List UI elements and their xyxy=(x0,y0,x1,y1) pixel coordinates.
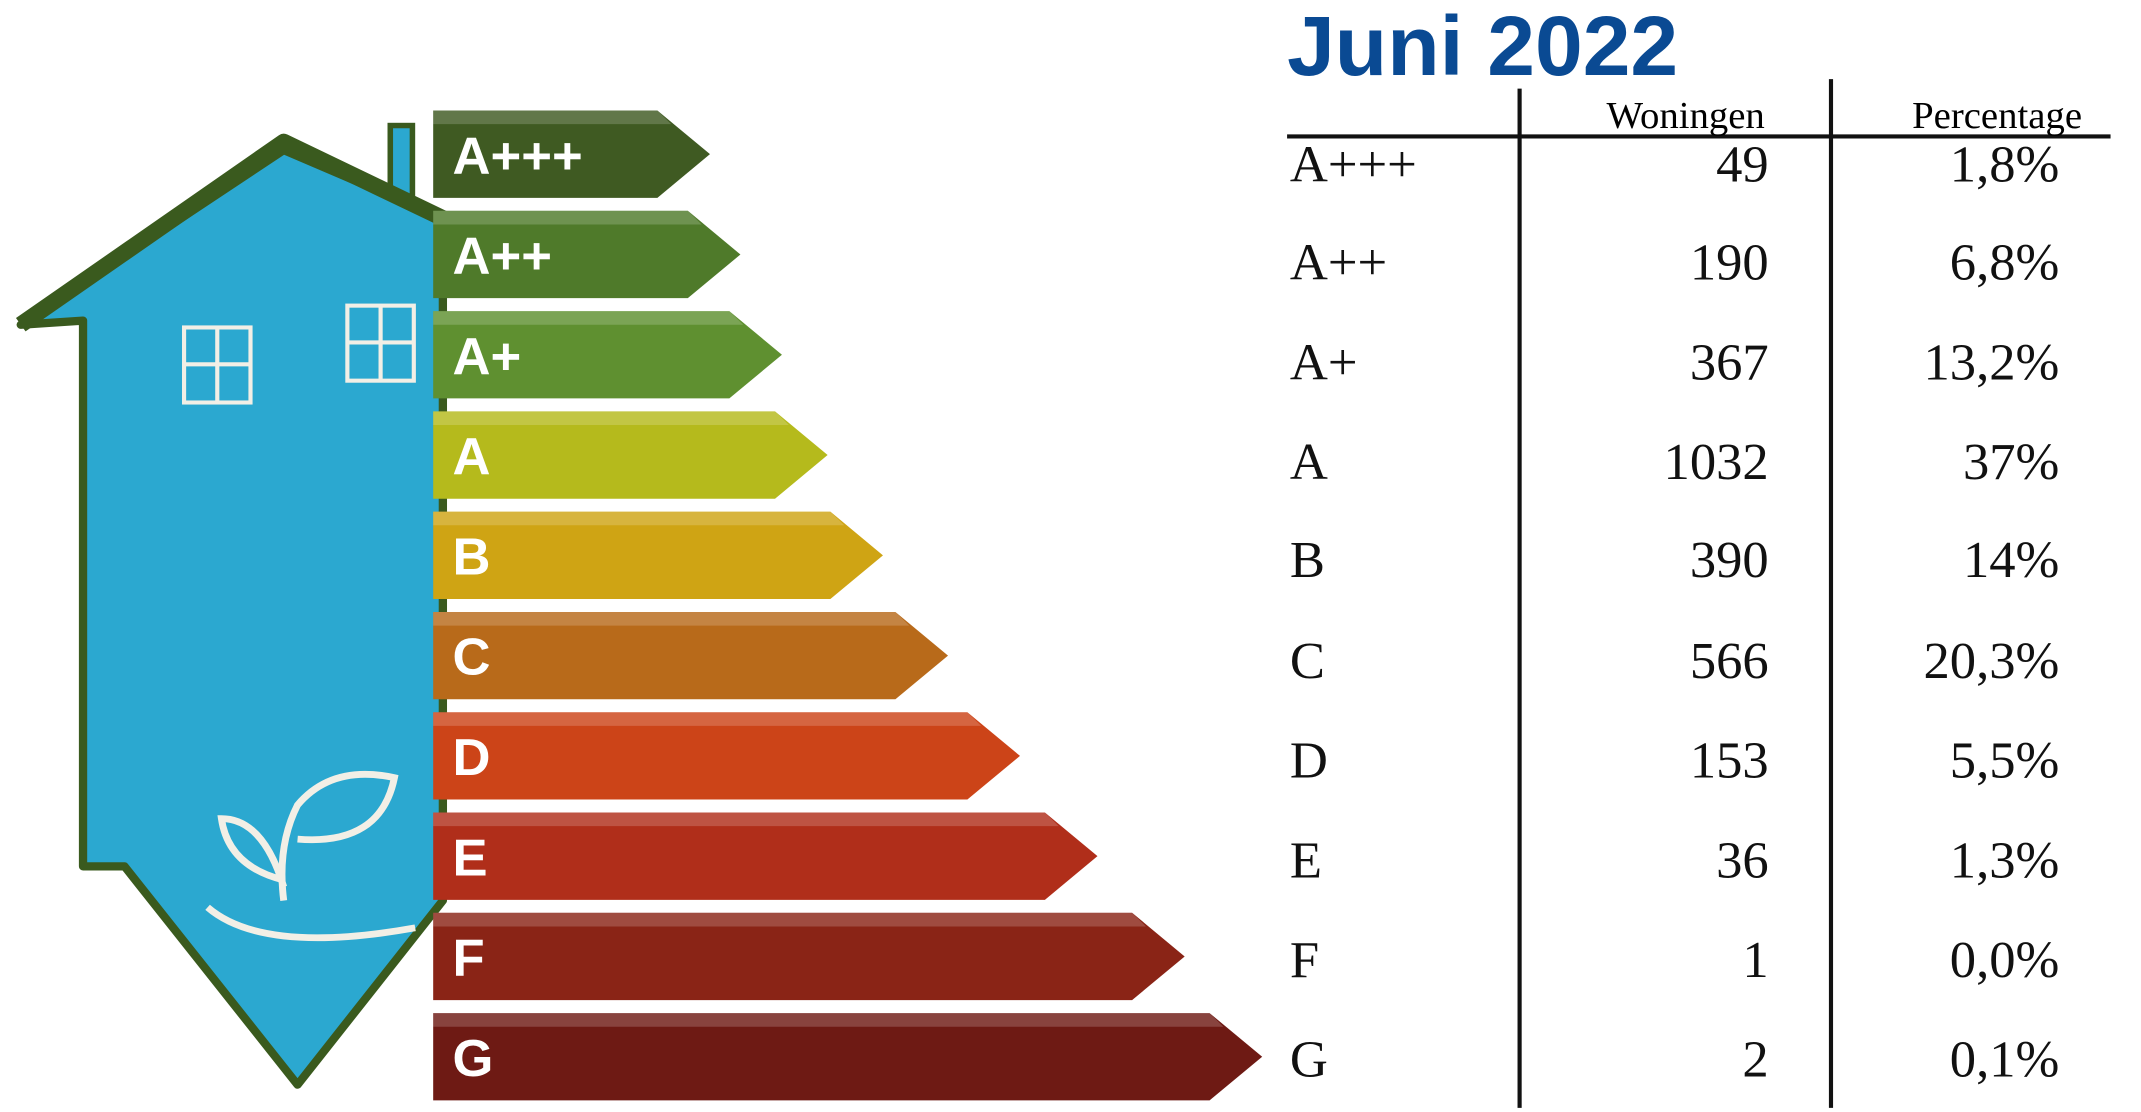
row-label: A++ xyxy=(1290,234,1387,292)
percentage-cell: 1,8% xyxy=(1950,136,2060,194)
column-header: Woningen xyxy=(1607,95,1765,137)
percentage-cell: 13,2% xyxy=(1923,334,2059,392)
arrow-highlight xyxy=(433,110,672,125)
woningen-cell: 1032 xyxy=(1664,433,1769,491)
percentage-cell: 0,0% xyxy=(1950,931,2060,989)
house-illustration xyxy=(15,122,448,1089)
woningen-cell: 566 xyxy=(1690,632,1769,690)
woningen-cell: 190 xyxy=(1690,234,1769,292)
arrow-label: A+ xyxy=(453,328,522,386)
arrow-label: C xyxy=(453,629,491,687)
row-label: C xyxy=(1290,632,1325,690)
arrow-label: G xyxy=(453,1030,494,1088)
arrow-highlight xyxy=(433,812,1059,827)
woningen-cell: 2 xyxy=(1742,1031,1768,1089)
arrow-highlight xyxy=(433,411,789,426)
woningen-cell: 367 xyxy=(1690,334,1769,392)
percentage-cell: 1,3% xyxy=(1950,832,2060,890)
arrow-highlight xyxy=(433,912,1146,927)
row-label: B xyxy=(1290,531,1325,589)
percentage-cell: 37% xyxy=(1963,433,2059,491)
arrow-label: E xyxy=(453,830,488,888)
percentage-cell: 0,1% xyxy=(1950,1031,2060,1089)
woningen-cell: 390 xyxy=(1690,531,1769,589)
table-rows: A+++ 49 1,8% A++ 190 6,8% A+ 367 13,2% A 1032 37% B 3… xyxy=(1290,136,2059,1089)
energy-arrow xyxy=(433,110,710,198)
energy-arrow xyxy=(433,210,741,299)
arrow-label: A+++ xyxy=(453,128,583,186)
row-label: A xyxy=(1290,433,1328,491)
arrow-label: B xyxy=(453,529,491,587)
arrow-label: A xyxy=(453,428,491,486)
arrow-highlight xyxy=(433,210,702,225)
energy-arrow xyxy=(433,712,1020,800)
energy-arrow xyxy=(433,912,1185,1001)
energy-arrow xyxy=(433,311,782,399)
percentage-cell: 14% xyxy=(1963,531,2059,589)
arrow-highlight xyxy=(433,1013,1224,1027)
woningen-cell: 153 xyxy=(1690,732,1769,790)
percentage-cell: 5,5% xyxy=(1950,732,2060,790)
energy-arrow xyxy=(433,1013,1263,1101)
row-label: A+++ xyxy=(1290,136,1417,194)
row-label: D xyxy=(1290,732,1328,790)
arrow-highlight xyxy=(433,611,910,626)
percentage-cell: 6,8% xyxy=(1950,234,2060,292)
arrow-highlight xyxy=(433,712,982,726)
arrow-label: D xyxy=(453,729,491,787)
woningen-cell: 36 xyxy=(1716,832,1769,890)
column-header: Percentage xyxy=(1912,95,2082,137)
woningen-cell: 49 xyxy=(1716,136,1769,194)
woningen-cell: 1 xyxy=(1742,931,1768,989)
energy-arrow xyxy=(433,611,949,700)
percentage-cell: 20,3% xyxy=(1923,632,2059,690)
arrow-highlight xyxy=(433,511,845,526)
table-lines xyxy=(1287,79,2111,1108)
arrow-highlight xyxy=(433,311,744,325)
energy-arrow xyxy=(433,511,883,599)
row-label: E xyxy=(1290,832,1322,890)
energy-arrow xyxy=(433,812,1098,900)
arrow-label: A++ xyxy=(453,228,552,286)
row-label: A+ xyxy=(1290,334,1358,392)
arrow-label: F xyxy=(453,930,485,988)
title: Juni 2022 xyxy=(1287,0,1678,94)
row-label: G xyxy=(1290,1031,1328,1089)
energy-arrow xyxy=(433,411,828,499)
row-label: F xyxy=(1290,931,1319,989)
